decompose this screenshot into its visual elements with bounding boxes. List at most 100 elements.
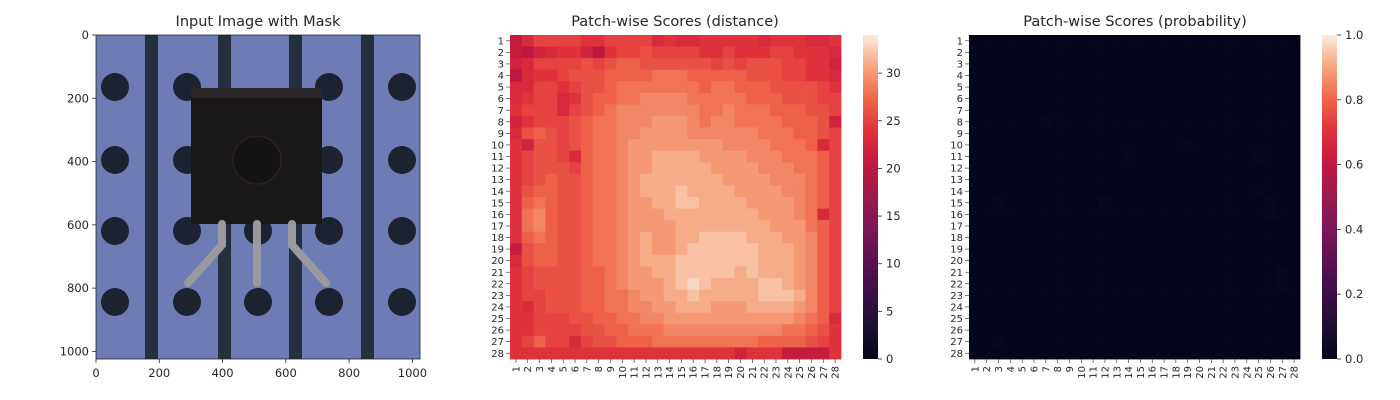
heatmap-cell [1122, 254, 1135, 267]
heatmap-cell [710, 150, 724, 163]
heatmap-cell [793, 312, 806, 325]
x-tick-label: 4 [1006, 366, 1017, 372]
heatmap-cell [1240, 127, 1254, 140]
heatmap-cell [604, 301, 617, 314]
heatmap-cell [1087, 150, 1100, 163]
heatmap-cell [1229, 208, 1242, 221]
heatmap-cell [510, 127, 523, 140]
heatmap-cell [1276, 243, 1289, 256]
heatmap-cell [781, 162, 795, 175]
heatmap-cell [1240, 220, 1254, 233]
heatmap-cell [557, 301, 570, 314]
x-tick-label: 22 [760, 366, 771, 379]
heatmap-cell [569, 231, 582, 244]
heatmap-cell [722, 197, 736, 209]
heatmap-cell [1229, 35, 1242, 47]
heatmap-cell [758, 254, 771, 267]
heatmap-cell [1039, 220, 1053, 233]
heatmap-cell [592, 104, 605, 117]
heatmap-cell [1240, 185, 1254, 198]
heatmap-cell [781, 81, 795, 94]
heatmap-cell [1110, 312, 1124, 325]
heatmap-cell [521, 324, 535, 337]
heatmap-cell [1264, 324, 1277, 337]
heatmap-cell [1004, 231, 1017, 244]
y-tick-label: 16 [491, 210, 504, 221]
heatmap-cell [770, 266, 783, 279]
heatmap-cell [1205, 220, 1218, 233]
heatmap-cell [980, 104, 994, 117]
y-tick-label: 14 [950, 187, 963, 198]
heatmap-cell [980, 347, 994, 360]
heatmap-cell [1193, 127, 1206, 140]
y-tick-label: 24 [491, 303, 504, 314]
heatmap-cell [1028, 162, 1041, 175]
heatmap-cell [663, 231, 676, 244]
heatmap-cell [675, 324, 688, 337]
heatmap-cell [805, 231, 818, 244]
heatmap-cell [1075, 81, 1088, 94]
heatmap-cell [1063, 312, 1076, 325]
heatmap-cell [1004, 243, 1017, 256]
heatmap-cell [710, 254, 724, 267]
heatmap-cell [663, 139, 676, 152]
heatmap-cell [510, 150, 523, 163]
heatmap-cell [1229, 81, 1242, 94]
heatmap-cell [1016, 46, 1029, 59]
heatmap-cell [699, 150, 712, 163]
heatmap-cell [1158, 335, 1171, 348]
heatmap-cell [1240, 231, 1254, 244]
heatmap-cell [734, 173, 747, 186]
heatmap-cell [1217, 208, 1230, 221]
x-tick-label: 5 [559, 366, 570, 372]
heatmap-cell [734, 139, 747, 152]
heatmap-cell [1193, 208, 1206, 221]
heatmap-cell [1252, 81, 1265, 94]
heatmap-cell [1039, 197, 1053, 209]
heatmap-cell [829, 35, 842, 47]
heatmap-cell [1240, 243, 1254, 256]
heatmap-cell [710, 92, 724, 105]
heatmap-cell [1217, 46, 1230, 59]
heatmap-cell [533, 289, 546, 302]
heatmap-cell [1193, 324, 1206, 337]
heatmap-cell [1288, 173, 1301, 186]
heatmap-cell [746, 150, 759, 163]
heatmap-cell [969, 289, 982, 302]
heatmap-cell [1087, 81, 1100, 94]
heatmap-cell [580, 58, 594, 71]
heatmap-cell [1169, 208, 1183, 221]
heatmap-cell [533, 116, 546, 128]
heatmap-cell [1193, 301, 1206, 314]
heatmap-cell [781, 116, 795, 128]
heatmap-cell [604, 150, 617, 163]
heatmap-cell [734, 92, 747, 105]
heatmap-cell [640, 312, 653, 325]
heatmap-cell [592, 254, 605, 267]
heatmap-cell [781, 289, 795, 302]
heatmap-cell [604, 173, 617, 186]
x-tick-label: 3 [535, 366, 546, 372]
heatmap-cell [770, 231, 783, 244]
heatmap-cell [734, 81, 747, 94]
heatmap-cell [628, 197, 641, 209]
heatmap-cell [1146, 173, 1159, 186]
heatmap-cell [817, 58, 830, 71]
x-tick-label: 28 [1290, 366, 1301, 379]
heatmap-cell [640, 185, 653, 198]
heatmap-cell [521, 139, 535, 152]
heatmap-cell [699, 69, 712, 82]
heatmap-cell [1122, 289, 1135, 302]
heatmap-cell [675, 92, 688, 105]
heatmap-cell [557, 69, 570, 82]
heatmap-cell [580, 220, 594, 233]
heatmap-cell [675, 104, 688, 117]
heatmap-cell [1158, 46, 1171, 59]
heatmap-cell [969, 35, 982, 47]
heatmap-cell [1039, 324, 1053, 337]
heatmap-cell [969, 197, 982, 209]
heatmap-cell [793, 289, 806, 302]
heatmap-cell [992, 231, 1005, 244]
heatmap-cell [1039, 231, 1053, 244]
heatmap-cell [722, 312, 736, 325]
